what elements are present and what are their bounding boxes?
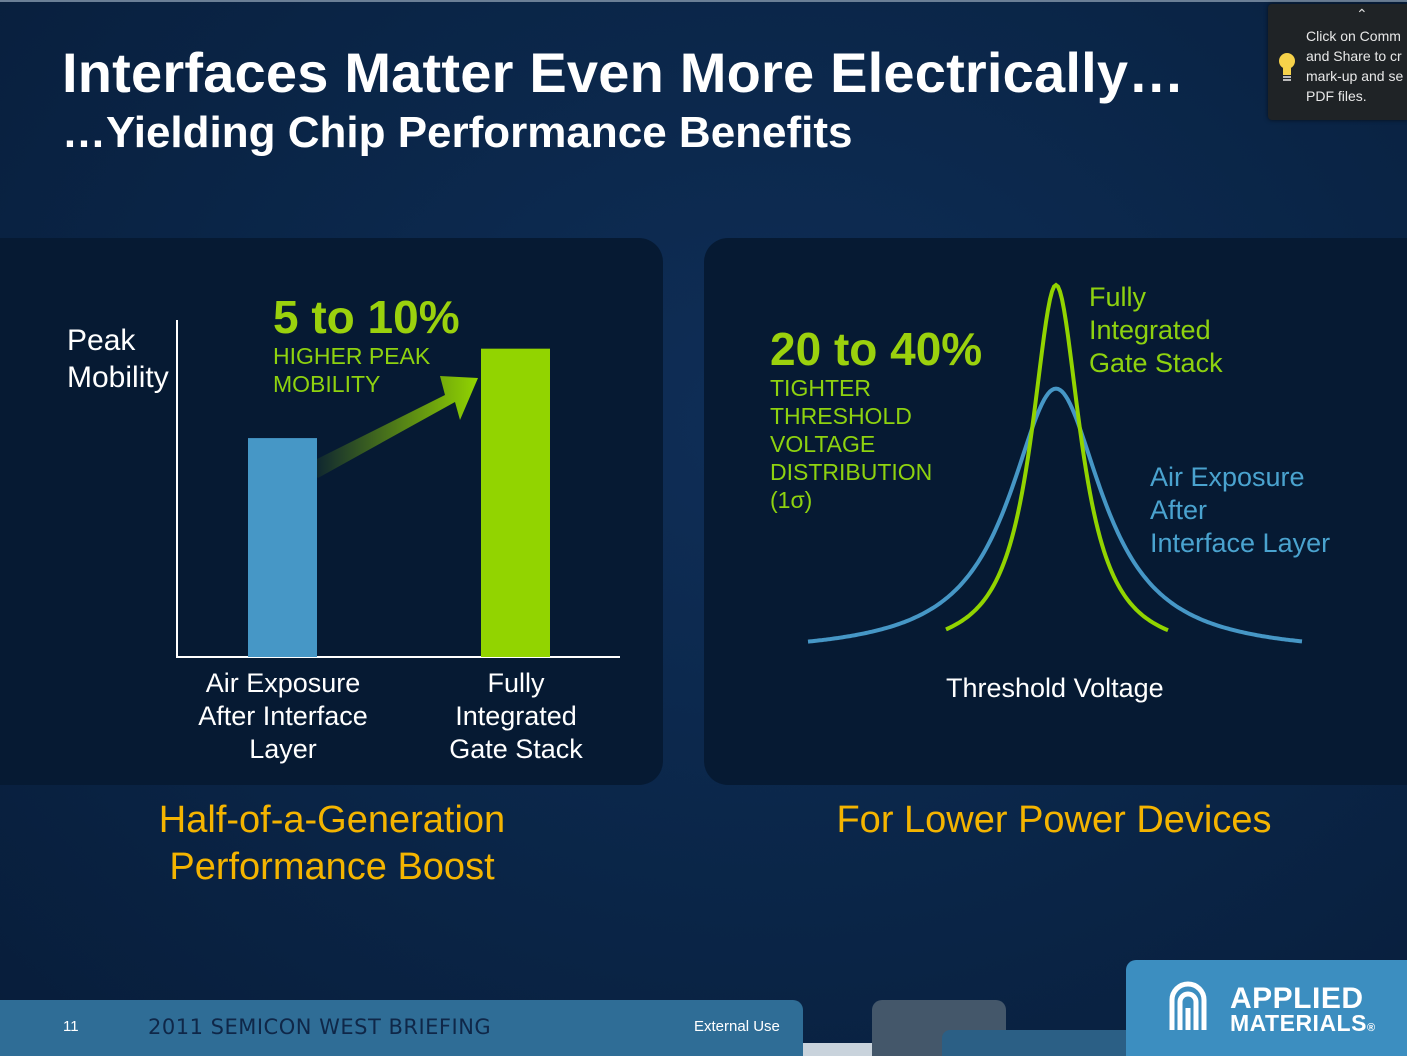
category-label-line: Air Exposure	[205, 668, 361, 698]
callout-line: TIGHTER	[770, 375, 871, 401]
threshold-chart-panel	[704, 238, 1407, 785]
callout-line: VOLTAGE	[770, 431, 876, 457]
curve-fully-integrated	[945, 282, 1169, 633]
tooltip-text: Click on Comm and Share to cr mark-up an…	[1306, 26, 1407, 106]
lightbulb-icon	[1279, 53, 1295, 81]
caption-line: Half-of-a-Generation	[158, 799, 506, 841]
y-axis-label-line: Peak	[67, 324, 136, 357]
callout-line: HIGHER PEAK	[273, 343, 431, 369]
legend-line: After	[1150, 495, 1208, 525]
slide-subtitle: …Yielding Chip Performance Benefits	[62, 108, 853, 157]
legend-line: Integrated	[1089, 315, 1211, 345]
category-label-air-exposure: Air Exposure After Interface Layer	[183, 667, 383, 766]
tooltip-line: and Share to cr	[1306, 48, 1402, 64]
callout-line: (1σ)	[770, 487, 813, 513]
footer-decoration	[942, 1030, 1142, 1056]
mobility-callout-value: 5 to 10%	[273, 291, 460, 343]
logo-word: MATERIALS	[1230, 1010, 1367, 1036]
left-caption: Half-of-a-Generation Performance Boost	[82, 797, 582, 891]
callout-line: DISTRIBUTION	[770, 459, 933, 485]
category-label-line: After Interface	[198, 701, 368, 731]
y-axis-label-line: Mobility	[67, 361, 169, 394]
applied-materials-logo: APPLIED MATERIALS®	[1126, 960, 1407, 1056]
legend-air-exposure: Air Exposure After Interface Layer	[1150, 461, 1330, 560]
x-axis-label-threshold-voltage: Threshold Voltage	[946, 673, 1164, 703]
legend-line: Gate Stack	[1089, 348, 1223, 378]
tooltip-line: mark-up and se	[1306, 68, 1404, 84]
legend-line: Fully	[1089, 282, 1147, 312]
category-label-line: Layer	[249, 734, 317, 764]
category-label-fully-integrated: Fully Integrated Gate Stack	[416, 667, 616, 766]
footer-bar: 11 2011 SEMICON WEST BRIEFING External U…	[0, 1000, 803, 1056]
category-label-line: Integrated	[455, 701, 577, 731]
right-caption: For Lower Power Devices	[836, 799, 1272, 841]
caption-line: Performance Boost	[169, 846, 495, 888]
tooltip-line: Click on Comm	[1306, 28, 1401, 44]
logo-line-2: MATERIALS®	[1230, 1010, 1376, 1037]
callout-line: THRESHOLD	[770, 403, 912, 429]
curve-air-exposure	[807, 386, 1303, 644]
collapse-chevron-icon[interactable]: ⌃	[1356, 6, 1368, 22]
comment-tooltip[interactable]: ⌃ Click on Comm and Share to cr mark-up …	[1268, 4, 1407, 120]
briefing-title: 2011 SEMICON WEST BRIEFING	[148, 1015, 492, 1039]
legend-line: Interface Layer	[1150, 528, 1331, 558]
tooltip-line: PDF files.	[1306, 88, 1367, 104]
mobility-chart-panel	[0, 238, 663, 785]
logo-line-1: APPLIED	[1230, 982, 1364, 1015]
page-number: 11	[63, 1018, 79, 1035]
applied-materials-logo-icon	[1169, 981, 1207, 1030]
threshold-callout-value: 20 to 40%	[770, 323, 983, 375]
category-label-line: Gate Stack	[449, 734, 583, 764]
threshold-callout-text: TIGHTER THRESHOLD VOLTAGE DISTRIBUTION (…	[770, 374, 932, 514]
category-label-line: Fully	[487, 668, 545, 698]
increase-arrow	[305, 376, 478, 478]
bar-air-exposure	[248, 438, 317, 657]
mobility-callout-text: HIGHER PEAK MOBILITY	[273, 342, 430, 398]
external-use-label: External Use	[694, 1018, 780, 1035]
registered-mark: ®	[1366, 1022, 1376, 1034]
legend-line: Air Exposure	[1150, 462, 1305, 492]
slide-title: Interfaces Matter Even More Electrically…	[62, 41, 1185, 104]
callout-line: MOBILITY	[273, 371, 381, 397]
legend-fully-integrated: Fully Integrated Gate Stack	[1089, 281, 1223, 380]
top-border	[0, 0, 1407, 2]
bar-fully-integrated	[481, 348, 550, 657]
y-axis-label: Peak Mobility	[67, 322, 169, 396]
